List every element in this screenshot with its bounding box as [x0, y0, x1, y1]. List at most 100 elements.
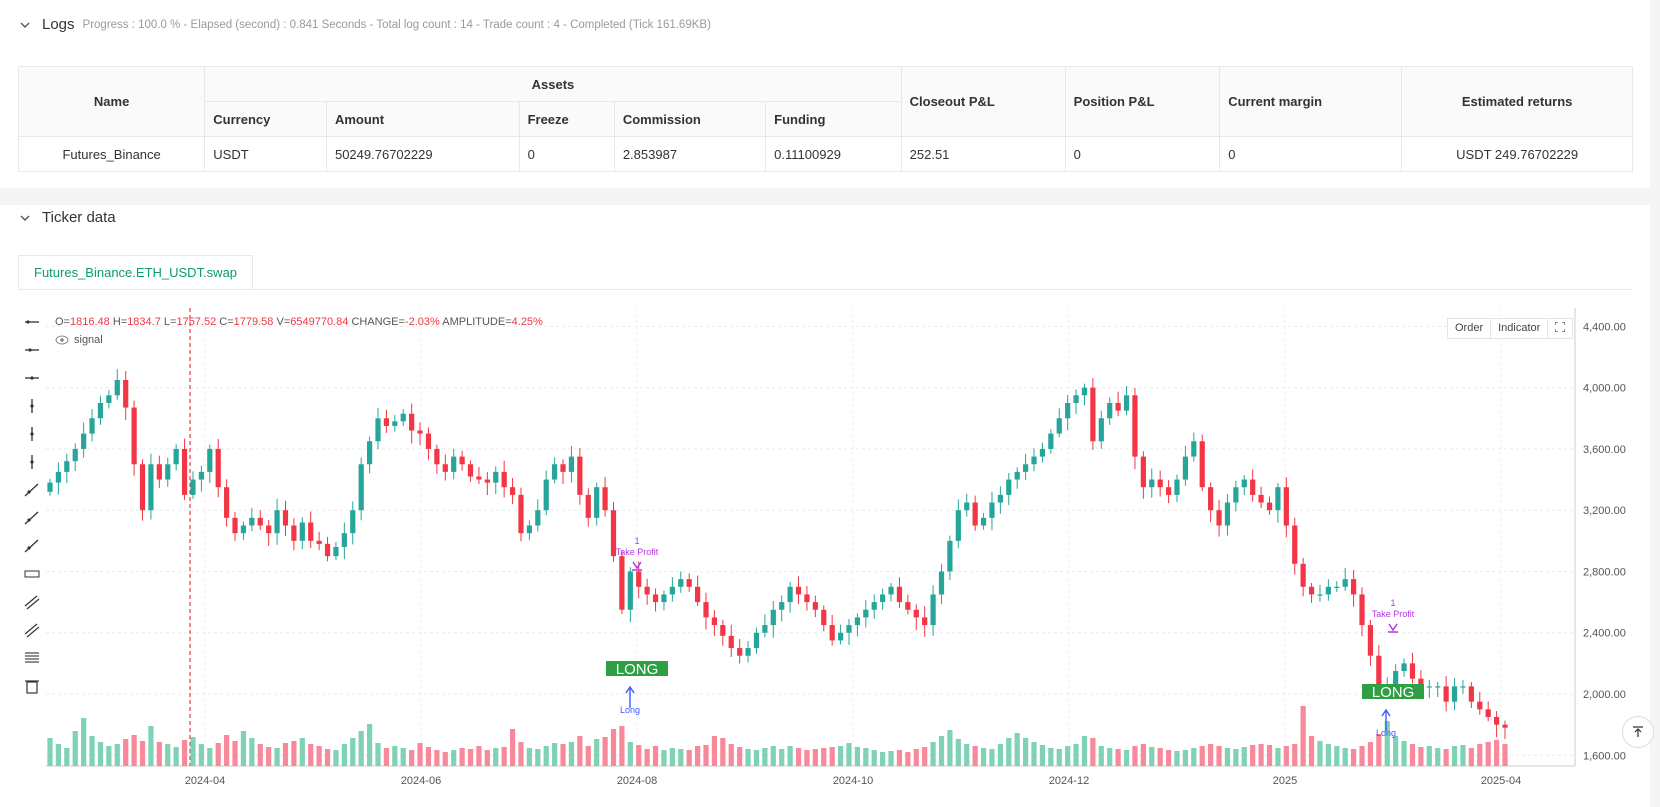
candle [1250, 469, 1256, 502]
volume-bar [1065, 746, 1071, 766]
y-tick-label: 2,000.00 [1583, 689, 1626, 701]
candle-body [375, 418, 381, 442]
vertical-line-icon[interactable] [30, 399, 34, 413]
trend-line-icon[interactable] [24, 483, 39, 497]
y-tick-label: 3,600.00 [1583, 444, 1626, 456]
volume-bar [577, 736, 583, 766]
ohlc-v: 6549770.84 [290, 316, 349, 328]
candle [711, 610, 718, 637]
volume-bar [980, 748, 987, 766]
indicator-button[interactable]: Indicator [1491, 319, 1549, 338]
logs-header[interactable]: Logs Progress : 100.0 % - Elapsed (secon… [18, 16, 711, 33]
horizontal-segment-icon[interactable] [25, 376, 39, 380]
chevron-down-icon[interactable] [18, 18, 32, 32]
volume-bar [181, 740, 188, 766]
volume-bar [652, 746, 659, 766]
candle [106, 390, 112, 409]
candle [1132, 387, 1138, 470]
candle [804, 586, 810, 611]
candle-body [753, 632, 760, 649]
candle-body [552, 464, 558, 480]
candle-body [922, 617, 928, 626]
scroll-top-button[interactable] [1622, 716, 1654, 748]
candle [669, 577, 675, 602]
volume-bar [383, 748, 390, 766]
order-button[interactable]: Order [1448, 319, 1492, 338]
arrow-up-icon [1633, 726, 1643, 737]
volume-bar [1401, 741, 1407, 766]
candle-body [661, 594, 667, 603]
cell-name: Futures_Binance [17, 136, 206, 172]
candle-body [1090, 387, 1096, 442]
signal-legend[interactable]: signal [55, 334, 103, 346]
chevron-down-icon[interactable] [18, 211, 32, 225]
vertical-segment-icon[interactable] [30, 455, 34, 469]
volume-bar [89, 736, 95, 766]
tab-eth-usdt-swap[interactable]: Futures_Binance.ETH_USDT.swap [18, 255, 254, 290]
horizontal-line-icon[interactable] [25, 348, 39, 352]
tab-divider [18, 289, 1632, 290]
volume-bar [409, 750, 415, 766]
candle [1460, 680, 1466, 694]
volume-bar [215, 743, 221, 766]
volume-bar [299, 738, 305, 766]
volume-bar [1266, 745, 1273, 766]
candle-body [476, 476, 482, 480]
candle-body [366, 441, 373, 465]
volume-bar [922, 747, 928, 766]
candle-body [333, 546, 339, 557]
volume-bar [1081, 736, 1088, 766]
volume-bar [72, 731, 78, 766]
candle [425, 427, 432, 460]
candle [770, 601, 776, 638]
y-tick-label: 1,600.00 [1583, 750, 1626, 762]
cell-freeze: 0 [518, 136, 615, 172]
volume-bar [997, 744, 1003, 766]
y-tick-label: 4,000.00 [1583, 383, 1626, 395]
candle-body [493, 471, 499, 483]
trend-extended-icon[interactable] [24, 539, 39, 553]
volume-bar [711, 736, 718, 766]
horizontal-ray-icon[interactable] [25, 320, 39, 324]
pitchfork-icon[interactable] [24, 623, 40, 638]
eye-icon[interactable] [55, 335, 69, 345]
ticker-header[interactable]: Ticker data [18, 209, 116, 226]
candle [989, 491, 995, 531]
col-currency: Currency [204, 101, 327, 137]
volume-bar [198, 744, 204, 766]
trash-icon[interactable] [25, 680, 39, 694]
trend-ray-icon[interactable] [24, 511, 39, 525]
fib-levels-icon[interactable] [25, 652, 39, 663]
volume-bar [543, 746, 549, 766]
candle [1081, 383, 1088, 406]
volume-bar [366, 724, 373, 766]
price-label-icon[interactable] [24, 570, 40, 578]
fullscreen-button[interactable] [1548, 319, 1572, 338]
col-assets: Assets [204, 66, 902, 102]
candle-body [745, 648, 751, 656]
candle [358, 457, 364, 521]
candle [1191, 432, 1197, 462]
candle [1090, 378, 1096, 450]
long-signal-box [1362, 684, 1424, 699]
candle [1426, 679, 1432, 699]
long-arrow-head [1381, 708, 1391, 717]
candle [1224, 494, 1231, 536]
candle [409, 403, 415, 444]
parallel-channel-icon[interactable] [24, 595, 40, 610]
x-tick-label: 2024-04 [185, 775, 225, 787]
candle [753, 627, 760, 654]
candle-body [1098, 418, 1104, 442]
candle-body [324, 543, 331, 557]
col-closeout: Closeout P&L [900, 66, 1066, 137]
cell-closeout: 252.51 [900, 136, 1066, 172]
logs-panel: Logs Progress : 100.0 % - Elapsed (secon… [0, 0, 1650, 188]
candle-body [779, 602, 785, 610]
volume-bar [1502, 744, 1508, 766]
volume-bar [131, 735, 137, 766]
volume-bar [627, 742, 633, 766]
vertical-ray-icon[interactable] [30, 427, 34, 441]
volume-bar [678, 749, 684, 766]
